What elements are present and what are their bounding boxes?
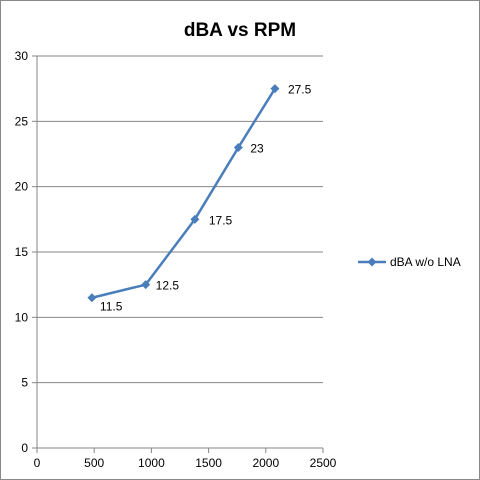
x-axis-ticks: 0 500 1000 1500 2000 2500 (34, 448, 337, 470)
legend-marker (367, 257, 377, 267)
x-tick-label: 2500 (310, 456, 337, 470)
x-tick-label: 1000 (138, 456, 165, 470)
y-tick-label: 15 (15, 245, 29, 259)
x-tick-label: 0 (34, 456, 41, 470)
data-label: 11.5 (100, 300, 123, 314)
data-point-marker (270, 84, 280, 94)
data-point-marker (233, 142, 243, 152)
data-label: 27.5 (288, 83, 312, 97)
series-line (91, 88, 277, 299)
x-tick-label: 2000 (252, 456, 279, 470)
y-tick-label: 10 (15, 310, 29, 324)
y-tick-label: 5 (21, 376, 28, 390)
data-label: 17.5 (209, 213, 233, 227)
y-axis-ticks: 0 5 10 15 20 25 30 (15, 49, 37, 455)
series (87, 84, 280, 303)
data-point-marker (190, 214, 200, 224)
data-label: 12.5 (156, 279, 180, 293)
y-tick-label: 25 (15, 114, 29, 128)
legend-label: dBA w/o LNA (390, 255, 461, 269)
data-label: 23 (250, 141, 264, 155)
data-labels: 11.5 12.5 17.5 23 27.5 (100, 83, 312, 314)
y-tick-label: 20 (15, 180, 29, 194)
x-tick-label: 500 (84, 456, 104, 470)
data-point-marker (141, 280, 151, 290)
x-tick-label: 1500 (195, 456, 222, 470)
chart-title: dBA vs RPM (184, 20, 296, 41)
y-tick-label: 30 (15, 49, 29, 63)
y-tick-label: 0 (21, 441, 28, 455)
legend: dBA w/o LNA (358, 255, 461, 269)
data-point-marker (87, 293, 97, 303)
gridlines (37, 55, 323, 384)
